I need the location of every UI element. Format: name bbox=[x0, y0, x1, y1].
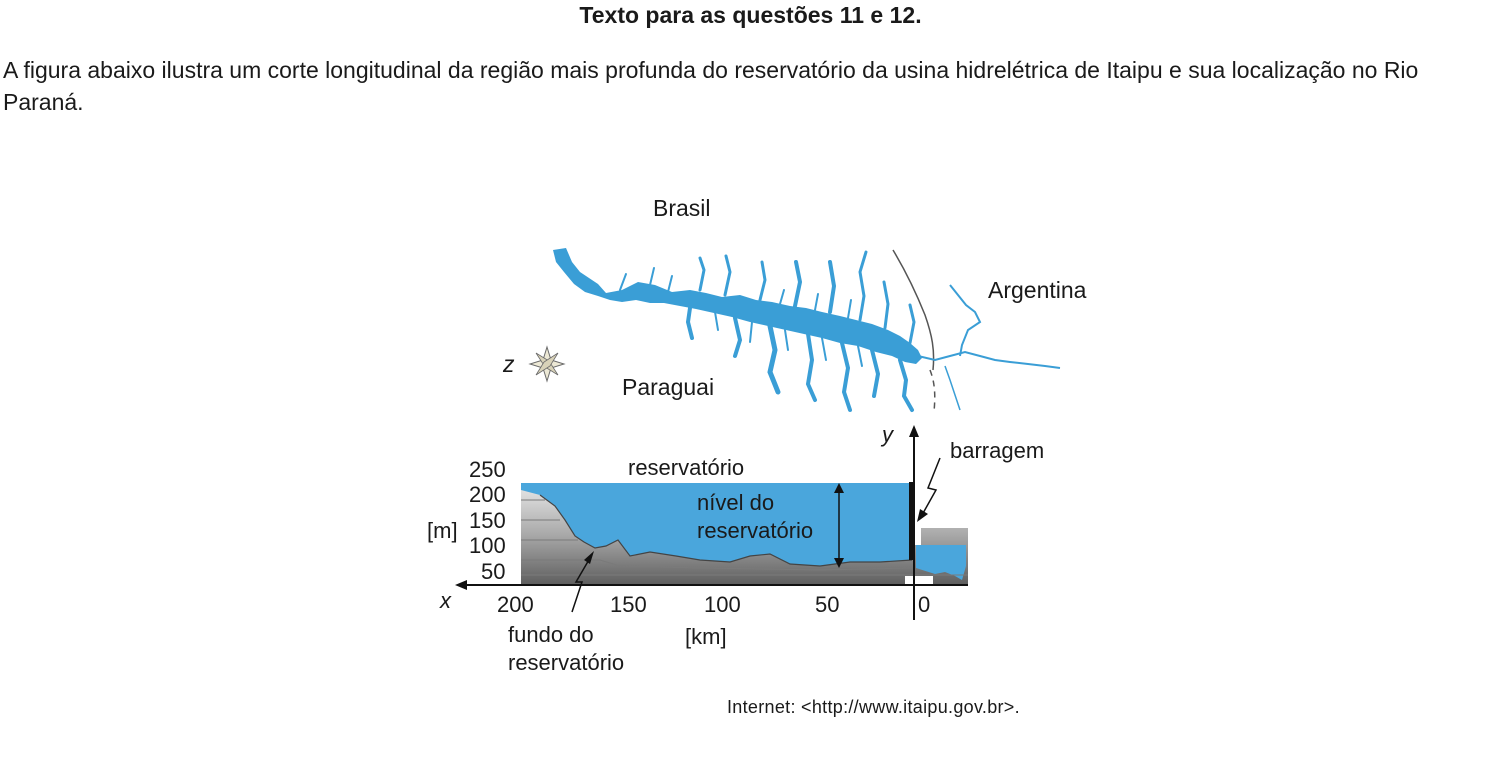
level-arrow-bottom-icon bbox=[834, 558, 844, 568]
level-arrow-top-icon bbox=[834, 483, 844, 493]
barragem-pointer-head-icon bbox=[917, 509, 928, 522]
intro-paragraph: A figura abaixo ilustra um corte longitu… bbox=[3, 57, 1419, 115]
nivel-label-line1: nível do bbox=[697, 490, 774, 515]
compass-rose-icon bbox=[528, 345, 566, 383]
y-unit-label: [m] bbox=[427, 518, 458, 543]
y-axis-arrow-icon bbox=[909, 425, 919, 437]
label-argentina: Argentina bbox=[988, 277, 1087, 303]
y-tick-100: 100 bbox=[469, 533, 506, 558]
reservoir-bottom-line bbox=[539, 494, 913, 567]
x-tick-100: 100 bbox=[704, 592, 741, 617]
lake-branches bbox=[619, 250, 916, 412]
reservoir-water bbox=[521, 483, 912, 566]
x-axis-label: x bbox=[439, 588, 452, 613]
reservatorio-label: reservatório bbox=[628, 455, 744, 480]
x-tick-50: 50 bbox=[815, 592, 839, 617]
parana-river bbox=[917, 350, 1061, 369]
label-brasil: Brasil bbox=[653, 195, 711, 221]
lake-body bbox=[553, 248, 922, 364]
border-line bbox=[892, 249, 935, 371]
iguacu-river bbox=[944, 365, 961, 411]
tributary-river bbox=[949, 284, 982, 357]
fundo-pointer bbox=[571, 557, 591, 613]
source-citation: Internet: <http://www.itaipu.gov.br>. bbox=[727, 697, 1020, 717]
y-axis-label: y bbox=[880, 422, 895, 447]
compass-label: z bbox=[502, 351, 515, 377]
y-tick-50: 50 bbox=[481, 559, 505, 584]
x-unit-label: [km] bbox=[685, 624, 727, 649]
dam-wall bbox=[909, 482, 915, 560]
downstream-water bbox=[916, 545, 966, 580]
x-axis-arrow-icon bbox=[455, 580, 467, 590]
y-tick-250: 250 bbox=[469, 457, 506, 482]
label-paraguai: Paraguai bbox=[622, 374, 714, 400]
x-tick-200: 200 bbox=[497, 592, 534, 617]
section-heading: Texto para as questões 11 e 12. bbox=[579, 2, 922, 28]
reservoir-profile: 250 200 150 100 50 [m] 200 150 100 50 0 … bbox=[427, 422, 1044, 675]
fundo-label-line2: reservatório bbox=[508, 650, 624, 675]
fundo-label-line1: fundo do bbox=[508, 622, 594, 647]
spillway-box bbox=[905, 576, 933, 584]
nivel-label-line2: reservatório bbox=[697, 518, 813, 543]
y-tick-150: 150 bbox=[469, 508, 506, 533]
barragem-pointer bbox=[921, 457, 941, 516]
x-tick-0: 0 bbox=[918, 592, 930, 617]
fundo-pointer-head-icon bbox=[584, 551, 594, 564]
x-tick-150: 150 bbox=[610, 592, 647, 617]
reservoir-map: z Brasil Argentina Paraguai bbox=[502, 195, 1087, 413]
border-line-dashed bbox=[929, 369, 936, 413]
barragem-label: barragem bbox=[950, 438, 1044, 463]
y-tick-200: 200 bbox=[469, 482, 506, 507]
